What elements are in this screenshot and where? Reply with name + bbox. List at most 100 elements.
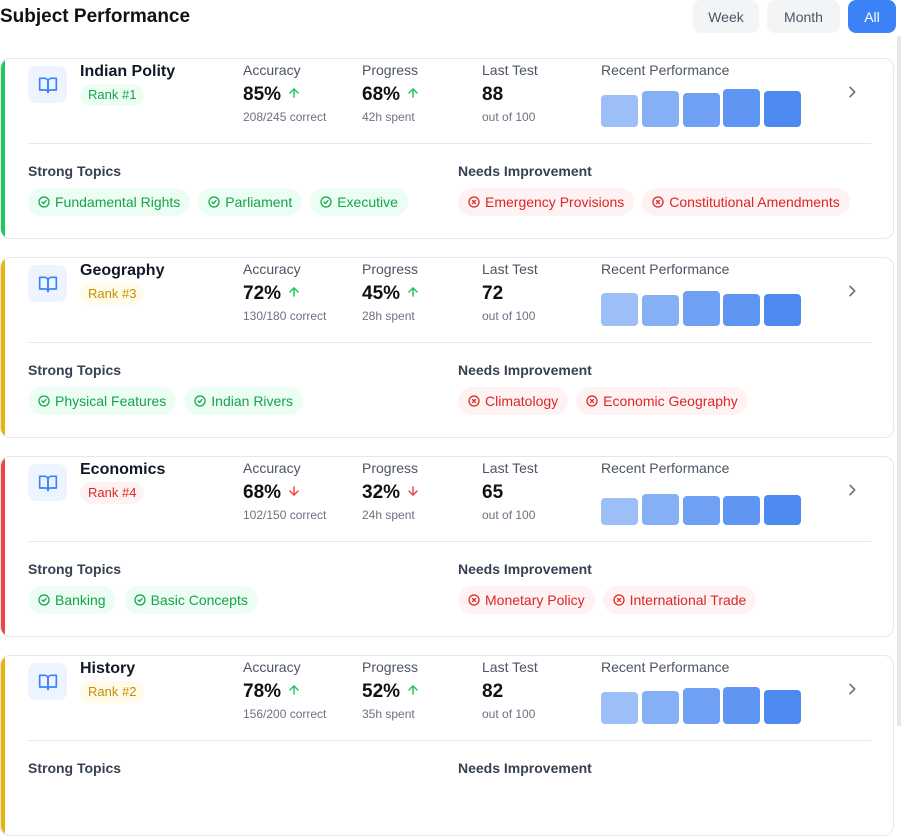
last-test-label: Last Test — [482, 659, 538, 675]
performance-bar — [764, 690, 801, 724]
last-test-stat: Last Test 65 out of 100 — [482, 460, 538, 522]
last-test-detail: out of 100 — [482, 309, 536, 323]
weak-topics-list: Climatology Economic Geography — [458, 387, 748, 415]
recent-performance-label-wrap: Recent Performance — [601, 62, 729, 78]
progress-label: Progress — [362, 460, 419, 476]
progress-value: 52% — [362, 681, 401, 702]
x-circle-icon — [652, 196, 664, 208]
strong-topic-chip[interactable]: Basic Concepts — [123, 586, 258, 614]
recent-performance-chart — [601, 485, 801, 525]
performance-bar — [601, 293, 638, 326]
accuracy-stat: Accuracy 85% 208/245 correct — [243, 62, 326, 124]
weak-topic-chip[interactable]: International Trade — [602, 586, 757, 614]
subject-card[interactable]: History Rank #2 Accuracy 78% 156/200 correct… — [0, 655, 894, 836]
rank-badge: Rank #3 — [80, 283, 145, 305]
accent-bar — [1, 656, 5, 835]
progress-stat: Progress 32% 24h spent — [362, 460, 420, 522]
strong-topic-chip[interactable]: Physical Features — [28, 387, 177, 415]
accuracy-value: 85% — [243, 84, 282, 105]
weak-topic-chip[interactable]: Constitutional Amendments — [642, 188, 850, 216]
divider — [28, 143, 871, 144]
last-test-label: Last Test — [482, 261, 538, 277]
performance-bar — [601, 95, 638, 127]
book-icon — [28, 464, 67, 501]
divider — [28, 541, 871, 542]
strong-topic-chip[interactable]: Banking — [28, 586, 116, 614]
subject-card[interactable]: Geography Rank #3 Accuracy 72% 130/180 corre… — [0, 257, 894, 438]
performance-bar — [764, 91, 801, 127]
strong-topic-chip[interactable]: Executive — [310, 188, 408, 216]
progress-label: Progress — [362, 659, 419, 675]
progress-stat: Progress 45% 28h spent — [362, 261, 420, 323]
performance-bar — [723, 89, 760, 127]
chevron-right-icon[interactable] — [844, 681, 860, 697]
weak-topic-chip[interactable]: Climatology — [458, 387, 569, 415]
recent-performance-chart — [601, 286, 801, 326]
weak-topic-chip[interactable]: Emergency Provisions — [458, 188, 635, 216]
divider — [28, 740, 871, 741]
weak-topic-chip[interactable]: Monetary Policy — [458, 586, 595, 614]
filter-month-button[interactable]: Month — [767, 0, 840, 33]
accuracy-detail: 156/200 correct — [243, 707, 327, 721]
strong-topic-chip[interactable]: Indian Rivers — [184, 387, 303, 415]
x-circle-icon — [468, 594, 480, 606]
accuracy-detail: 102/150 correct — [243, 508, 327, 522]
needs-improvement-heading: Needs Improvement — [458, 163, 592, 179]
recent-performance-label: Recent Performance — [601, 460, 730, 476]
accuracy-label: Accuracy — [243, 460, 301, 476]
strong-topics-heading: Strong Topics — [28, 561, 122, 577]
accuracy-stat: Accuracy 72% 130/180 correct — [243, 261, 326, 323]
subject-card[interactable]: Economics Rank #4 Accuracy 68% 102/150 corre… — [0, 456, 894, 637]
filter-week-button[interactable]: Week — [693, 0, 759, 33]
progress-detail: 28h spent — [362, 309, 415, 323]
strong-topics-list: Fundamental Rights Parliament Executive — [28, 188, 408, 216]
needs-improvement-heading: Needs Improvement — [458, 561, 592, 577]
strong-topics-list: Banking Basic Concepts — [28, 586, 258, 614]
trend-up-icon — [406, 283, 420, 305]
check-circle-icon — [133, 594, 146, 606]
progress-detail: 42h spent — [362, 110, 415, 124]
needs-improvement-heading: Needs Improvement — [458, 362, 592, 378]
progress-detail: 35h spent — [362, 707, 415, 721]
performance-bar — [683, 93, 720, 127]
accuracy-label: Accuracy — [243, 659, 301, 675]
performance-bar — [683, 688, 720, 724]
trend-up-icon — [287, 283, 301, 305]
accent-bar — [1, 457, 5, 636]
trend-up-icon — [287, 681, 301, 703]
trend-down-icon — [406, 482, 420, 504]
progress-label: Progress — [362, 62, 419, 78]
progress-stat: Progress 52% 35h spent — [362, 659, 420, 721]
subject-card[interactable]: Indian Polity Rank #1 Accuracy 85% 208/245 c… — [0, 58, 894, 239]
last-test-detail: out of 100 — [482, 508, 536, 522]
last-test-detail: out of 100 — [482, 707, 536, 721]
recent-performance-chart — [601, 87, 801, 127]
accuracy-value: 78% — [243, 681, 282, 702]
accuracy-value: 68% — [243, 482, 282, 503]
strong-topics-list: Physical Features Indian Rivers — [28, 387, 303, 415]
performance-bar — [642, 691, 679, 724]
chevron-right-icon[interactable] — [844, 482, 860, 498]
progress-detail: 24h spent — [362, 508, 415, 522]
subject-name: Indian Polity — [80, 63, 176, 80]
progress-value: 32% — [362, 482, 401, 503]
recent-performance-label: Recent Performance — [601, 261, 730, 277]
subject-name: Economics — [80, 461, 166, 478]
last-test-stat: Last Test 88 out of 100 — [482, 62, 538, 124]
weak-topic-chip[interactable]: Economic Geography — [576, 387, 748, 415]
check-circle-icon — [320, 196, 332, 208]
strong-topics-heading: Strong Topics — [28, 163, 122, 179]
book-icon — [28, 66, 67, 103]
scrollbar[interactable] — [897, 36, 901, 726]
strong-topic-chip[interactable]: Fundamental Rights — [28, 188, 191, 216]
performance-bar — [683, 496, 720, 525]
last-test-value: 88 — [482, 84, 504, 105]
chevron-right-icon[interactable] — [844, 84, 860, 100]
progress-label: Progress — [362, 261, 419, 277]
x-circle-icon — [468, 395, 480, 407]
filter-all-button[interactable]: All — [848, 0, 896, 33]
strong-topics-heading: Strong Topics — [28, 362, 122, 378]
chevron-right-icon[interactable] — [844, 283, 860, 299]
performance-bar — [601, 692, 638, 724]
strong-topic-chip[interactable]: Parliament — [198, 188, 303, 216]
